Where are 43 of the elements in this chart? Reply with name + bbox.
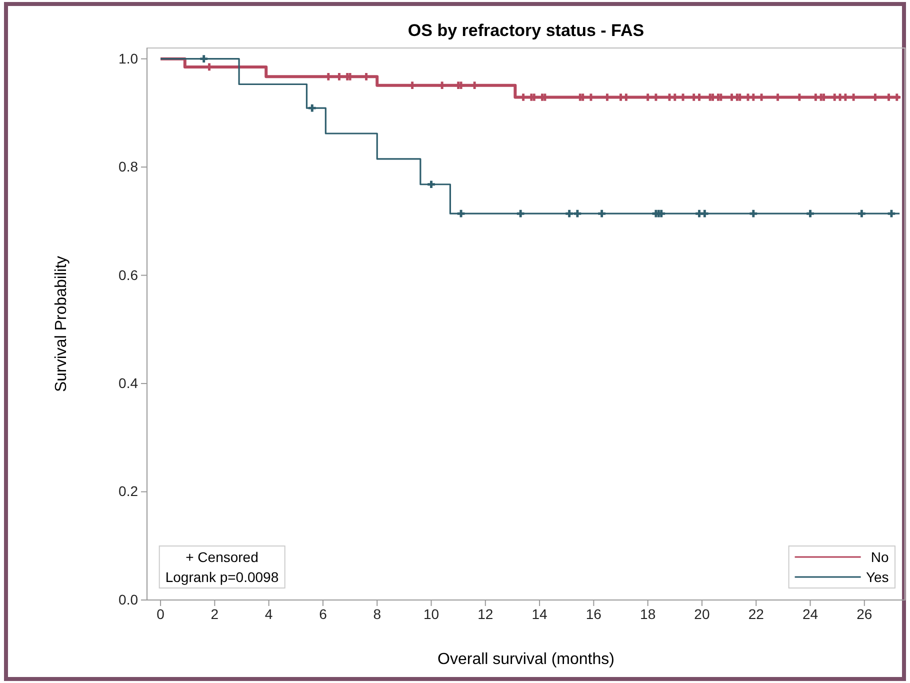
chart-title: OS by refractory status - FAS	[408, 21, 644, 40]
y-axis-title: Survival Probability	[53, 256, 70, 392]
x-tick-label: 26	[856, 606, 872, 622]
x-tick-label: 10	[423, 606, 440, 622]
point	[806, 210, 814, 218]
point	[700, 210, 708, 218]
y-tick-label: 1.0	[118, 50, 138, 66]
x-tick-label: 14	[532, 606, 548, 622]
point	[598, 210, 606, 218]
x-tick-label: 24	[802, 606, 818, 622]
point	[428, 180, 435, 188]
point	[888, 210, 896, 218]
x-tick-label: 22	[748, 606, 764, 622]
legend-label: No	[870, 549, 889, 565]
y-tick-label: 0.8	[118, 158, 138, 175]
legend-label: Yes	[866, 569, 889, 585]
point	[200, 55, 208, 62]
x-tick-label: 8	[373, 606, 382, 622]
annotation: + Censored	[186, 549, 258, 565]
point	[858, 210, 866, 218]
point	[408, 82, 416, 90]
point	[574, 210, 582, 218]
point	[457, 210, 465, 218]
x-tick-label: 18	[640, 606, 656, 622]
x-tick-label: 0	[156, 606, 165, 622]
point	[516, 210, 524, 218]
y-tick-label: 0.0	[118, 591, 138, 608]
x-tick-label: 6	[319, 606, 328, 622]
x-tick-label: 16	[586, 606, 602, 622]
y-tick-label: 0.2	[118, 483, 138, 500]
y-tick-label: 0.4	[118, 375, 138, 392]
point	[438, 82, 446, 90]
x-tick-label: 2	[210, 606, 219, 622]
annotation: Logrank p=0.0098	[165, 569, 279, 585]
point	[750, 210, 758, 218]
x-tick-label: 4	[264, 606, 273, 622]
y-tick-label: 0.6	[118, 266, 138, 283]
x-tick-label: 20	[694, 606, 710, 622]
point	[566, 210, 573, 218]
point	[308, 104, 316, 112]
x-axis-title: Overall survival (months)	[438, 651, 614, 668]
x-tick-label: 12	[478, 606, 494, 622]
point	[470, 82, 478, 90]
